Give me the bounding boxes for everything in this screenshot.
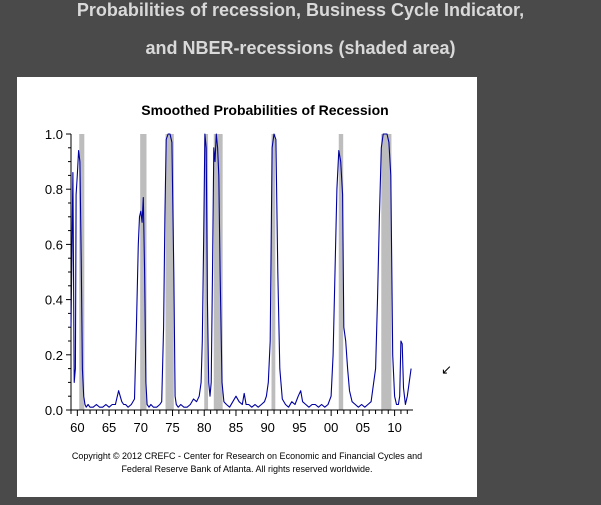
x-tick-label-5: 85 — [229, 420, 243, 435]
x-tick-label-0: 60 — [70, 420, 84, 435]
x-tick-label-2: 70 — [134, 420, 148, 435]
recession-band-4 — [213, 134, 223, 410]
recession-band-6 — [338, 134, 344, 410]
x-tick-label-6: 90 — [260, 420, 274, 435]
recession-band-2 — [165, 134, 174, 410]
recession-probability-chart: 0.0 0.2 0.4 0.6 0.8 1.0 60 65 70 75 80 85 90 95 00 05 1… — [45, 102, 413, 435]
copyright-line-2: Federal Reserve Bank of Atlanta. All rig… — [121, 464, 373, 474]
series-line-0 — [70, 133, 412, 408]
recession-band-1 — [140, 134, 147, 410]
x-tick-label-4: 80 — [197, 420, 211, 435]
y-tick-label-1: 0.2 — [45, 348, 63, 363]
x-tick-label-3: 75 — [165, 420, 179, 435]
x-tick-label-1: 65 — [102, 420, 116, 435]
chart-panel: 0.0 0.2 0.4 0.6 0.8 1.0 60 65 70 75 80 85 90 95 00 05 1… — [17, 77, 477, 497]
x-tick-label-8: 00 — [324, 420, 338, 435]
recession-band-3 — [204, 134, 209, 410]
slide-title-line-2: and NBER-recessions (shaded area) — [145, 38, 456, 58]
copyright-line-1: Copyright © 2012 CREFC - Center for Rese… — [71, 451, 423, 461]
y-tick-label-2: 0.4 — [45, 293, 63, 308]
slide-title-line-1: Probabilities of recession, Business Cyc… — [76, 0, 525, 20]
recession-band-5 — [271, 134, 276, 410]
chart-title: Smoothed Probabilities of Recession — [141, 102, 388, 118]
y-tick-label-4: 0.8 — [45, 182, 63, 197]
recession-band-7 — [381, 134, 392, 410]
x-tick-label-7: 95 — [292, 420, 306, 435]
y-tick-label-5: 1.0 — [45, 127, 63, 142]
x-tick-label-9: 05 — [356, 420, 370, 435]
y-tick-label-3: 0.6 — [45, 237, 63, 252]
arrow-annotation-icon: ↙ — [441, 363, 452, 378]
x-tick-label-10: 10 — [387, 420, 401, 435]
y-tick-label-0: 0.0 — [45, 403, 63, 418]
